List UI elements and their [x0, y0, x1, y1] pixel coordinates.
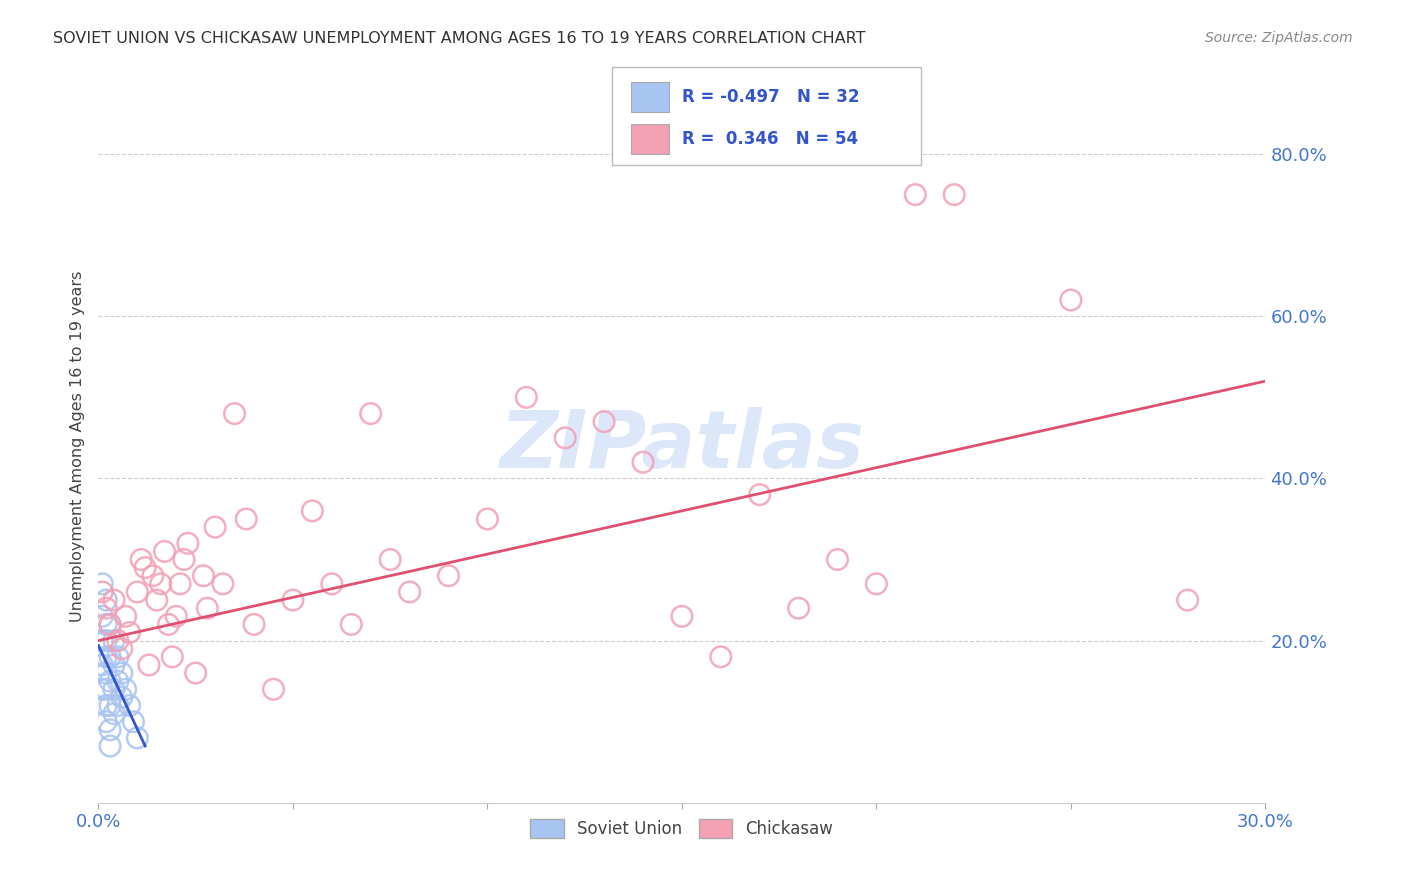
Point [301, 504, 323, 518]
Point [107, 698, 129, 713]
Point [710, 649, 733, 664]
Point [96, 698, 118, 713]
Point [129, 552, 152, 566]
Point [224, 407, 246, 421]
Point [212, 577, 235, 591]
Point [149, 577, 172, 591]
Point [340, 617, 363, 632]
Point [437, 568, 460, 582]
Point [142, 568, 165, 582]
Point [91, 609, 114, 624]
Point [380, 552, 402, 566]
Point [96, 633, 118, 648]
Point [127, 585, 149, 599]
Point [169, 577, 191, 591]
Point [98, 617, 121, 632]
Point [235, 512, 257, 526]
Point [177, 536, 200, 550]
Point [398, 585, 420, 599]
Point [96, 682, 118, 697]
Point [107, 649, 129, 664]
Point [165, 609, 187, 624]
Point [827, 552, 849, 566]
Point [184, 666, 207, 681]
Text: R = -0.497   N = 32: R = -0.497 N = 32 [682, 88, 859, 106]
Point [515, 390, 537, 404]
Point [134, 560, 156, 574]
Point [243, 617, 266, 632]
Point [204, 520, 226, 534]
Point [91, 633, 114, 648]
Point [103, 657, 125, 672]
Point [111, 666, 134, 681]
Point [477, 512, 499, 526]
Point [103, 593, 125, 607]
Point [127, 731, 149, 745]
Point [195, 601, 218, 615]
Point [118, 698, 141, 713]
Point [904, 187, 927, 202]
Point [1060, 293, 1083, 307]
Point [671, 609, 693, 624]
Point [107, 633, 129, 648]
Point [96, 649, 118, 664]
Point [173, 552, 195, 566]
Point [96, 601, 118, 615]
Text: ZIPatlas: ZIPatlas [499, 407, 865, 485]
Point [943, 187, 966, 202]
Point [91, 657, 114, 672]
Point [103, 633, 125, 648]
Point [138, 657, 160, 672]
Point [96, 714, 118, 729]
Text: Source: ZipAtlas.com: Source: ZipAtlas.com [1205, 31, 1353, 45]
Point [96, 617, 118, 632]
Point [103, 682, 125, 697]
Point [98, 739, 121, 753]
Point [193, 568, 215, 582]
Point [321, 577, 343, 591]
Point [153, 544, 176, 558]
Point [107, 674, 129, 689]
Point [96, 666, 118, 681]
Point [360, 407, 382, 421]
Text: SOVIET UNION VS CHICKASAW UNEMPLOYMENT AMONG AGES 16 TO 19 YEARS CORRELATION CHA: SOVIET UNION VS CHICKASAW UNEMPLOYMENT A… [53, 31, 866, 46]
Point [98, 649, 121, 664]
Point [98, 723, 121, 737]
Point [146, 593, 169, 607]
Point [631, 455, 654, 469]
Point [157, 617, 180, 632]
Point [98, 617, 121, 632]
Point [98, 698, 121, 713]
Point [103, 706, 125, 721]
Point [787, 601, 810, 615]
Text: R =  0.346   N = 54: R = 0.346 N = 54 [682, 130, 858, 148]
Point [91, 682, 114, 697]
Point [91, 577, 114, 591]
Point [162, 649, 184, 664]
Point [111, 690, 134, 705]
Point [96, 593, 118, 607]
Point [1177, 593, 1199, 607]
Y-axis label: Unemployment Among Ages 16 to 19 years: Unemployment Among Ages 16 to 19 years [69, 270, 84, 622]
Point [118, 625, 141, 640]
Point [111, 641, 134, 656]
Point [262, 682, 284, 697]
Point [281, 593, 304, 607]
Legend: Soviet Union, Chickasaw: Soviet Union, Chickasaw [524, 812, 839, 845]
Point [748, 488, 770, 502]
Point [122, 714, 145, 729]
Point [114, 682, 136, 697]
Point [593, 415, 616, 429]
Point [114, 609, 136, 624]
Point [98, 674, 121, 689]
Point [865, 577, 887, 591]
Point [554, 431, 576, 445]
Point [91, 585, 114, 599]
